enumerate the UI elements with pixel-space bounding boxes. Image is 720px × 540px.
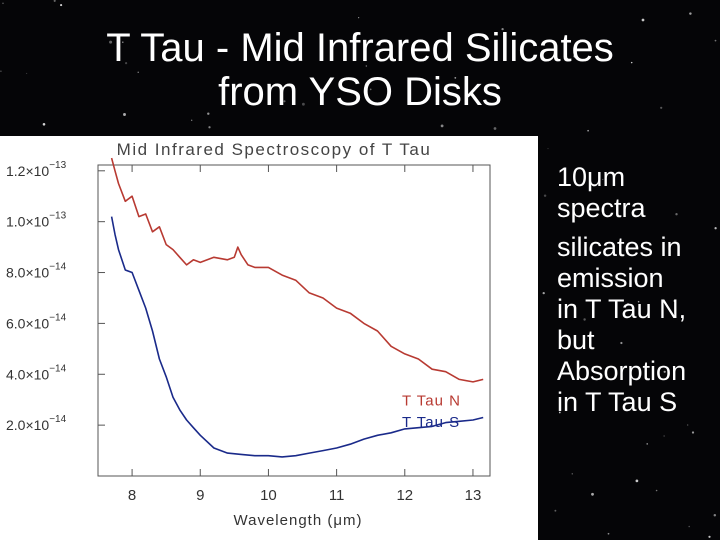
star (571, 473, 573, 475)
star (42, 123, 46, 126)
bullet-line: emission (557, 263, 664, 293)
star (358, 17, 360, 19)
star (663, 370, 666, 373)
bullet-line: 10μm (557, 162, 626, 192)
star (626, 302, 630, 306)
star (547, 148, 549, 150)
x-tick-label: 10 (260, 487, 277, 504)
star (125, 62, 128, 65)
star (454, 77, 457, 79)
star (708, 535, 711, 538)
y-tick-label: 1.0×10−13 (6, 211, 67, 230)
y-tick-label: 2.0×10−14 (6, 414, 67, 433)
star (713, 514, 717, 517)
star (620, 341, 623, 345)
star (587, 129, 589, 132)
bullet-list: 10μm spectra silicates in emission in T … (557, 162, 720, 426)
star (283, 100, 286, 103)
star (2, 2, 4, 5)
series-label: T Tau N (402, 393, 461, 410)
slide-title-line-2: from YSO Disks (218, 70, 502, 114)
y-tick-label: 8.0×10−14 (6, 262, 67, 281)
star (501, 27, 504, 31)
x-axis-label: Wavelength (μm) (234, 512, 363, 529)
star (714, 227, 717, 230)
star (53, 0, 56, 2)
star (673, 299, 676, 303)
star (123, 113, 126, 116)
slide-title-line-1: T Tau - Mid Infrared Silicates (106, 26, 614, 70)
bullet-line: in T Tau S (557, 387, 678, 417)
star (302, 102, 305, 106)
bullet-line: spectra (557, 193, 646, 223)
star (109, 40, 113, 44)
star (493, 127, 497, 130)
star (208, 126, 211, 129)
bullet-line: Absorption (557, 356, 687, 386)
star (60, 4, 63, 7)
x-tick-label: 8 (128, 487, 136, 504)
star (369, 88, 372, 91)
star (663, 435, 665, 437)
star (0, 70, 2, 73)
star (635, 479, 639, 483)
star (554, 509, 557, 512)
star (122, 41, 124, 43)
star (440, 124, 444, 128)
y-tick-label: 1.2×10−13 (6, 160, 67, 179)
star (641, 18, 645, 22)
star (320, 88, 323, 91)
star (637, 300, 640, 303)
bullet-line: in T Tau N, (557, 294, 687, 324)
star (602, 178, 604, 180)
series-line-north (110, 157, 484, 383)
star (365, 65, 367, 67)
series-label: T Tau S (402, 414, 460, 431)
series-line-south (110, 216, 484, 458)
star (583, 318, 586, 321)
star (660, 106, 663, 109)
star (542, 291, 545, 295)
star (26, 72, 28, 74)
star (634, 214, 636, 216)
bullet-item-silicates: silicates in emission in T Tau N, but Ab… (557, 232, 720, 418)
star (646, 443, 648, 445)
slide-title: T Tau - Mid Infrared Silicates from YSO … (0, 26, 720, 114)
plot-frame (97, 164, 491, 477)
star (691, 431, 695, 434)
star (573, 54, 577, 58)
star (714, 39, 717, 42)
star (191, 119, 193, 121)
star (689, 12, 692, 15)
star (688, 525, 690, 528)
star (675, 213, 678, 216)
bullet-item-spectra: 10μm spectra (557, 162, 720, 224)
star (687, 424, 689, 426)
star (558, 411, 561, 414)
y-tick-label: 4.0×10−14 (6, 363, 67, 382)
chart-title: Mid Infrared Spectroscopy of T Tau (117, 140, 432, 159)
star (543, 194, 547, 197)
star (591, 492, 594, 496)
bullet-line: but (557, 325, 595, 355)
star (655, 489, 658, 492)
star (137, 71, 139, 73)
star (630, 61, 633, 64)
bullet-line: silicates in (557, 232, 682, 262)
chart-panel: Mid Infrared Spectroscopy of T Tau 8 9 10 11… (0, 136, 538, 540)
x-tick-label: 9 (196, 487, 204, 504)
y-tick-label: 6.0×10−14 (6, 312, 67, 331)
x-tick-label: 13 (465, 487, 482, 504)
x-tick-label: 11 (329, 487, 345, 504)
x-tick-label: 12 (396, 487, 413, 504)
star (207, 112, 210, 115)
spectrum-chart: Mid Infrared Spectroscopy of T Tau 8 9 10 11… (6, 140, 491, 529)
star (607, 532, 610, 535)
